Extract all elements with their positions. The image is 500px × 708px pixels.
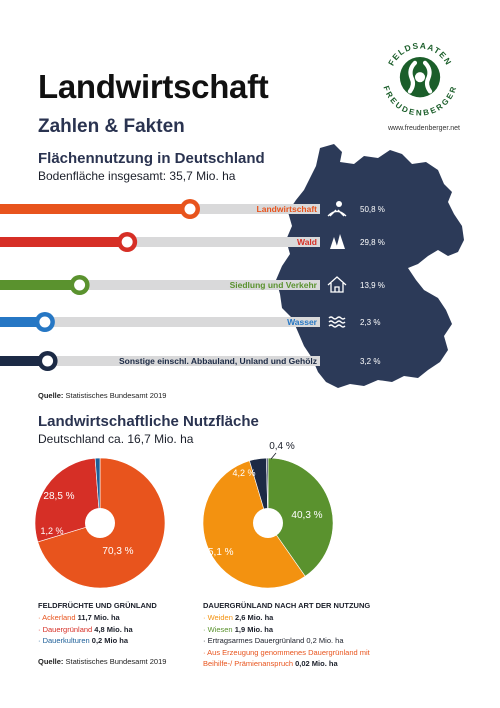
pie-center — [253, 508, 283, 538]
bar-marker-center — [74, 279, 86, 291]
legend-marker: · — [38, 613, 43, 622]
land-use-subtitle: Bodenfläche insgesamt: 35,7 Mio. ha — [38, 169, 236, 183]
website-link[interactable]: www.freudenberger.net — [388, 125, 460, 132]
logo-emblem — [399, 57, 441, 98]
legend-value: 1,9 Mio. ha — [232, 624, 274, 634]
legend-label: Dauergrünland — [42, 624, 93, 634]
pie-value-label: 1,2 % — [40, 526, 63, 536]
pie-value-label: 4,2 % — [232, 468, 255, 478]
brand-logo: FELDSAATEN FREUDENBERGER — [382, 40, 458, 117]
bar-category-label: Wald — [297, 237, 317, 247]
bar-fill — [0, 280, 80, 290]
legend-marker: · — [203, 647, 208, 657]
legend-marker: · — [38, 624, 43, 634]
pie-value-label: 0,4 % — [269, 441, 295, 452]
legend-value: 2,6 Mio. ha — [232, 613, 274, 622]
bar-marker-center — [42, 355, 54, 367]
farmland-pie-charts: 70,3 % 28,5 % 1,2 % 40,3 % 55,1 % 4,2 % 0,4 % — [34, 441, 334, 589]
bar-category-label: Sonstige einschl. Abbauland, Unland und … — [119, 356, 317, 366]
pie-leader-line — [270, 452, 277, 460]
legend-item: · Ertragsarmes Dauergrünland 0,2 Mio. ha — [203, 635, 370, 647]
bar-row: Landwirtschaft 50,8 % — [0, 199, 385, 219]
bar-value-label: 13,9 % — [360, 281, 385, 290]
pie-center — [85, 508, 115, 538]
pie-slice — [94, 457, 101, 524]
legend-marker: · — [38, 636, 43, 646]
legend-item: · Aus Erzeugung genommenes Dauergrünland… — [203, 647, 370, 659]
legend-value: 0,2 Mio ha — [89, 636, 129, 646]
legend-label: Wiesen — [207, 624, 233, 634]
bar-value-label: 50,8 % — [360, 205, 385, 214]
legend-item: · Ackerland 11,7 Mio. ha — [38, 612, 133, 624]
legend-marker: · — [203, 624, 208, 634]
crops-legend: · Ackerland 11,7 Mio. ha · Dauergrünland … — [38, 612, 133, 647]
pie-value-label: 28,5 % — [43, 491, 74, 502]
bar-marker-center — [39, 316, 51, 328]
page-title: Landwirtschaft — [38, 68, 269, 105]
legend-value: 4,8 Mio. ha — [92, 624, 133, 634]
water-icon — [328, 316, 346, 328]
bar-value-label: 2,3 % — [360, 318, 380, 327]
bar-marker-center — [121, 236, 133, 248]
bar-category-label: Landwirtschaft — [257, 204, 318, 214]
legend-label: Dauerkulturen — [42, 636, 90, 646]
bar-track — [38, 317, 320, 327]
legend-value: 11,7 Mio. ha — [75, 613, 120, 622]
bar-track — [38, 280, 320, 290]
bar-row: Wald 29,8 % — [0, 232, 385, 252]
pie-value-label: 70,3 % — [102, 546, 133, 557]
page-subtitle: Zahlen & Fakten — [38, 116, 185, 137]
pie-slice — [34, 457, 101, 543]
legend-value: 0,02 Mio. ha — [293, 659, 338, 669]
germany-map — [276, 144, 464, 388]
legend-marker: · — [203, 636, 208, 646]
grassland-legend-heading: DAUERGRÜNLAND NACH ART DER NUTZUNG — [203, 601, 371, 610]
land-use-source: Quelle: Statistisches Bundesamt 2019 — [38, 391, 167, 400]
house-icon — [327, 276, 347, 293]
farmland-source: Quelle: Statistisches Bundesamt 2019 — [38, 657, 167, 666]
legend-item: · Dauergrünland 4,8 Mio. ha — [38, 624, 133, 636]
bar-row: Siedlung und Verkehr 13,9 % — [0, 275, 385, 295]
bar-track — [38, 237, 320, 247]
pie-slice — [266, 457, 269, 524]
legend-label: Weiden — [207, 613, 233, 622]
grassland-legend: · Weiden 2,6 Mio. ha · Wiesen 1,9 Mio. ha… — [203, 612, 370, 670]
legend-label: Aus Erzeugung genommenes Dauergrünland m… — [207, 647, 370, 657]
bar-value-label: 29,8 % — [360, 238, 385, 247]
bar-fill — [0, 237, 128, 247]
land-use-title: Flächennutzung in Deutschland — [38, 150, 265, 167]
legend-label: Ackerland — [42, 613, 76, 622]
bar-fill — [0, 204, 190, 214]
bar-category-label: Wasser — [287, 317, 318, 327]
bar-fill — [0, 356, 48, 366]
legend-label: Beihilfe-/ Prämienanspruch — [203, 659, 294, 669]
legend-item: · Weiden 2,6 Mio. ha — [203, 612, 370, 624]
bar-category-label: Siedlung und Verkehr — [230, 280, 318, 290]
bar-row: Sonstige einschl. Abbauland, Unland und … — [0, 351, 380, 371]
crops-legend-heading: FELDFRÜCHTE UND GRÜNLAND — [38, 601, 157, 610]
land-use-chart: Landwirtschaft 50,8 % Wald 29,8 % Siedlung u… — [0, 199, 385, 371]
field-icon — [327, 201, 347, 217]
legend-label: Ertragsarmes Dauergrünland 0,2 Mio. ha — [207, 636, 344, 646]
legend-item: Beihilfe-/ Prämienanspruch 0,02 Mio. ha — [203, 658, 370, 670]
pie-slice — [267, 457, 334, 577]
bar-marker-center — [184, 203, 196, 215]
farmland-subtitle: Deutschland ca. 16,7 Mio. ha — [38, 432, 194, 446]
bar-value-label: 3,2 % — [360, 357, 380, 366]
farmland-title: Landwirtschaftliche Nutzfläche — [38, 413, 259, 430]
legend-item: · Dauerkulturen 0,2 Mio ha — [38, 635, 133, 647]
bar-row: Wasser 2,3 % — [0, 312, 380, 332]
pie-value-label: 40,3 % — [291, 510, 322, 521]
forest-icon — [330, 234, 345, 249]
legend-marker: · — [203, 613, 208, 622]
bar-track — [38, 356, 320, 366]
bar-fill — [0, 317, 45, 327]
legend-item: · Wiesen 1,9 Mio. ha — [203, 624, 370, 636]
pie-value-label: 55,1 % — [202, 547, 233, 558]
